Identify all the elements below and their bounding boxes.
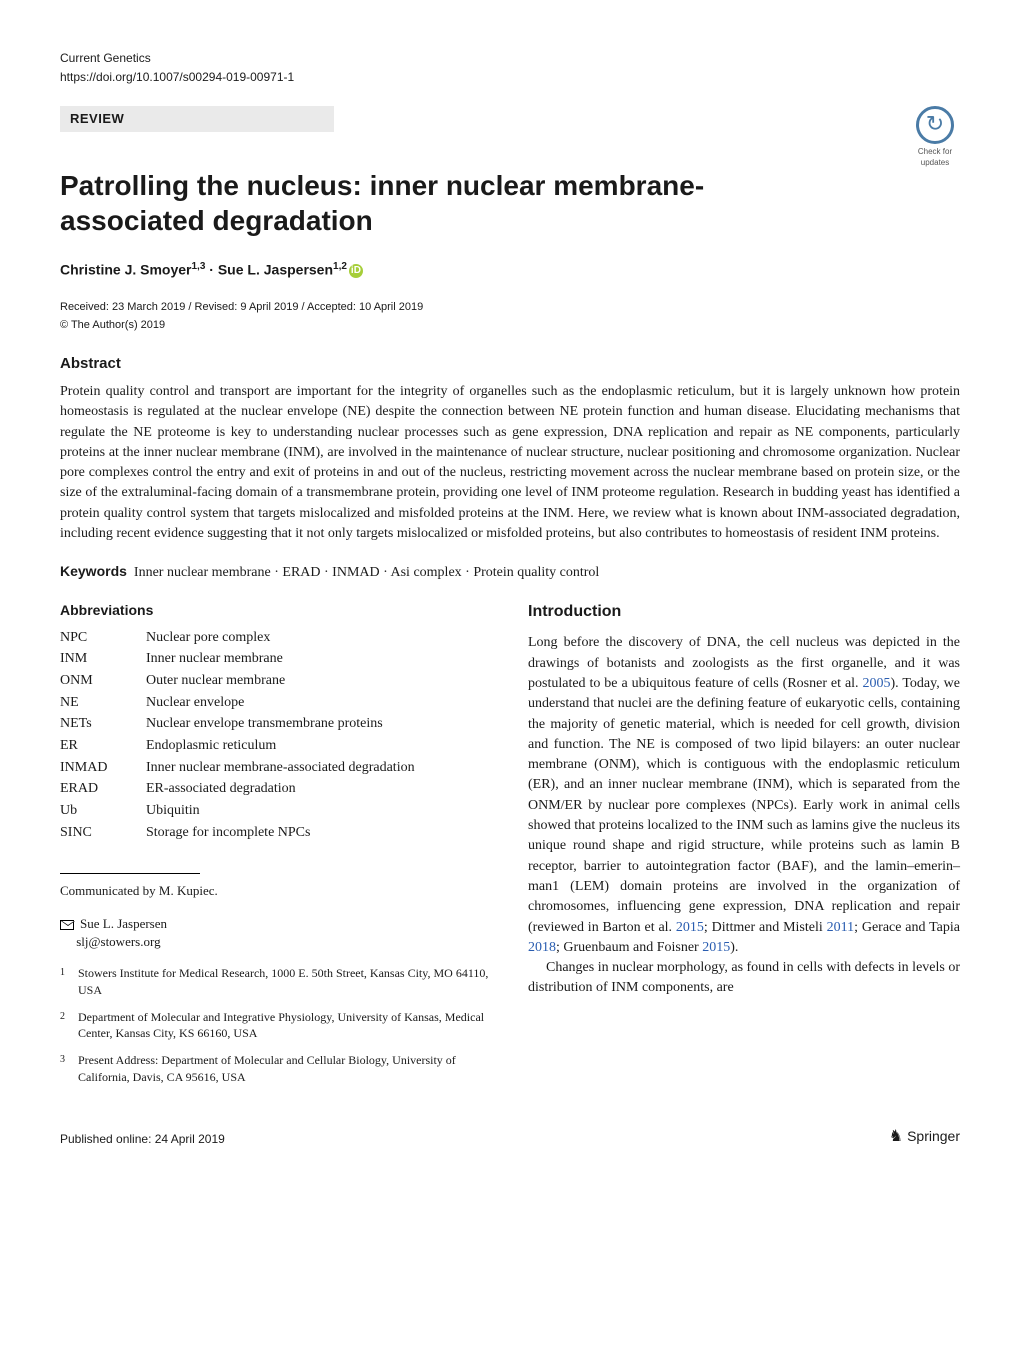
affiliation-number: 1 <box>60 965 78 999</box>
abbrev-value: Inner nuclear membrane-associated degrad… <box>146 757 492 779</box>
abbrev-row: EREndoplasmic reticulum <box>60 735 492 757</box>
keywords-label: Keywords <box>60 563 127 579</box>
corresp-name: Sue L. Jaspersen <box>80 916 167 931</box>
keywords-line: Keywords Inner nuclear membrane · ERAD ·… <box>60 562 960 583</box>
abbrev-key: INMAD <box>60 757 146 779</box>
abbrev-value: ER-associated degradation <box>146 778 492 800</box>
abbrev-key: SINC <box>60 822 146 844</box>
abbrev-key: Ub <box>60 800 146 822</box>
introduction-heading: Introduction <box>528 601 960 623</box>
abbrev-key: INM <box>60 648 146 670</box>
abbrev-row: INMADInner nuclear membrane-associated d… <box>60 757 492 779</box>
abstract-text: Protein quality control and transport ar… <box>60 382 960 544</box>
affiliation-number: 3 <box>60 1052 78 1086</box>
corresp-email: slj@stowers.org <box>76 934 160 949</box>
author-list: Christine J. Smoyer1,3 · Sue L. Jasperse… <box>60 260 960 280</box>
introduction-text: Long before the discovery of DNA, the ce… <box>528 633 960 998</box>
abbrev-row: INMInner nuclear membrane <box>60 648 492 670</box>
abbrev-value: Ubiquitin <box>146 800 492 822</box>
abbrev-key: NE <box>60 692 146 714</box>
envelope-icon <box>60 920 74 930</box>
left-column: Abbreviations NPCNuclear pore complexINM… <box>60 601 492 1096</box>
affiliation-number: 2 <box>60 1009 78 1043</box>
springer-horse-icon: ♞ <box>889 1126 903 1148</box>
right-column: Introduction Long before the discovery o… <box>528 601 960 1096</box>
affiliation-text: Present Address: Department of Molecular… <box>78 1052 492 1086</box>
doi-line: https://doi.org/10.1007/s00294-019-00971… <box>60 69 294 86</box>
check-updates-label: Check for updates <box>910 146 960 168</box>
abbrev-value: Outer nuclear membrane <box>146 670 492 692</box>
abstract-heading: Abstract <box>60 353 960 374</box>
abbrev-value: Endoplasmic reticulum <box>146 735 492 757</box>
article-type-badge: REVIEW <box>60 106 334 132</box>
affiliation-text: Department of Molecular and Integrative … <box>78 1009 492 1043</box>
abbrev-value: Storage for incomplete NPCs <box>146 822 492 844</box>
published-online: Published online: 24 April 2019 <box>60 1131 225 1148</box>
journal-name: Current Genetics <box>60 50 294 67</box>
intro-paragraph-1: Long before the discovery of DNA, the ce… <box>528 633 960 958</box>
corresponding-author: Sue L. Jaspersen slj@stowers.org <box>60 915 492 951</box>
affiliation-text: Stowers Institute for Medical Research, … <box>78 965 492 999</box>
abbrev-value: Nuclear envelope transmembrane proteins <box>146 713 492 735</box>
copyright-line: © The Author(s) 2019 <box>60 318 960 333</box>
abbrev-row: NETsNuclear envelope transmembrane prote… <box>60 713 492 735</box>
publisher-name: Springer <box>907 1127 960 1147</box>
abbrev-row: ERADER-associated degradation <box>60 778 492 800</box>
abbrev-key: ONM <box>60 670 146 692</box>
abbrev-value: Inner nuclear membrane <box>146 648 492 670</box>
article-dates: Received: 23 March 2019 / Revised: 9 Apr… <box>60 300 960 315</box>
abbrev-row: UbUbiquitin <box>60 800 492 822</box>
footnote-separator <box>60 873 200 874</box>
affiliation-row: 1Stowers Institute for Medical Research,… <box>60 965 492 999</box>
abbreviations-table: NPCNuclear pore complexINMInner nuclear … <box>60 627 492 844</box>
abbrev-key: ER <box>60 735 146 757</box>
communicated-by: Communicated by M. Kupiec. <box>60 882 492 900</box>
abbrev-row: NPCNuclear pore complex <box>60 627 492 649</box>
publisher-logo: ♞ Springer <box>889 1126 960 1148</box>
check-updates-widget[interactable]: ↻ Check for updates <box>910 106 960 168</box>
article-title: Patrolling the nucleus: inner nuclear me… <box>60 168 780 238</box>
affiliation-list: 1Stowers Institute for Medical Research,… <box>60 965 492 1086</box>
intro-paragraph-2: Changes in nuclear morphology, as found … <box>528 958 960 999</box>
abbrev-row: NENuclear envelope <box>60 692 492 714</box>
affiliation-row: 3Present Address: Department of Molecula… <box>60 1052 492 1086</box>
keywords-values: Inner nuclear membrane · ERAD · INMAD · … <box>134 565 599 580</box>
abbrev-key: NETs <box>60 713 146 735</box>
affiliation-row: 2Department of Molecular and Integrative… <box>60 1009 492 1043</box>
abbrev-key: NPC <box>60 627 146 649</box>
check-updates-icon: ↻ <box>916 106 954 144</box>
abbrev-row: SINCStorage for incomplete NPCs <box>60 822 492 844</box>
abbreviations-heading: Abbreviations <box>60 601 492 621</box>
abbrev-row: ONMOuter nuclear membrane <box>60 670 492 692</box>
abbrev-key: ERAD <box>60 778 146 800</box>
abbrev-value: Nuclear envelope <box>146 692 492 714</box>
abbrev-value: Nuclear pore complex <box>146 627 492 649</box>
